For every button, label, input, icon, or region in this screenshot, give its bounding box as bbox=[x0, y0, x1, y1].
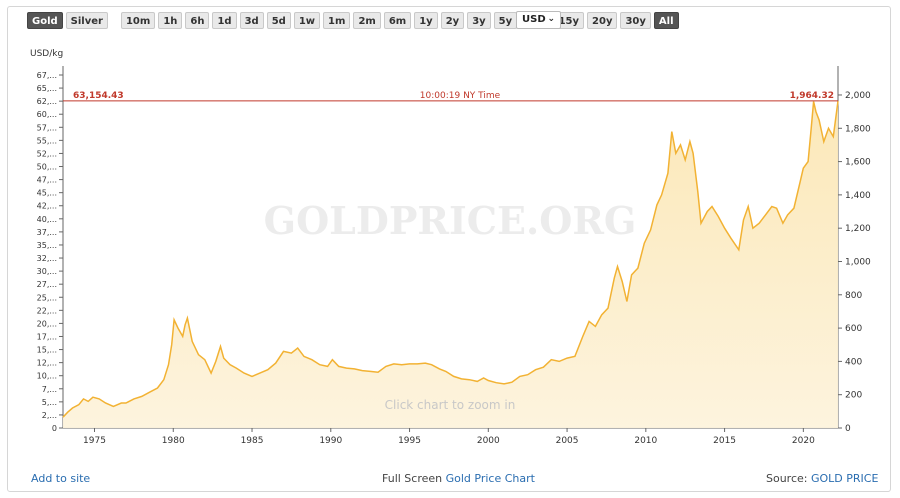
full-screen-footer: Full Screen Gold Price Chart bbox=[382, 472, 535, 485]
source-prefix: Source: bbox=[766, 472, 808, 485]
right-tick-label: 800 bbox=[845, 291, 862, 301]
left-tick-label: 12,... bbox=[37, 359, 57, 368]
full-screen-prefix: Full Screen bbox=[382, 472, 443, 485]
range-button-3y[interactable]: 3y bbox=[467, 12, 491, 29]
left-tick-label: 20,... bbox=[37, 319, 57, 328]
left-tick-label: 60,... bbox=[37, 110, 57, 119]
left-tick-label: 25,... bbox=[37, 293, 57, 302]
range-button-1m[interactable]: 1m bbox=[323, 12, 351, 29]
x-tick-label: 2015 bbox=[713, 436, 736, 446]
left-tick-label: 0 bbox=[52, 424, 57, 433]
x-tick-label: 2010 bbox=[634, 436, 657, 446]
add-to-site-text: Add to site bbox=[31, 472, 91, 485]
range-button-3d[interactable]: 3d bbox=[239, 12, 264, 29]
right-tick-label: 0 bbox=[845, 424, 851, 434]
right-tick-label: 1,000 bbox=[845, 257, 871, 267]
x-tick-label: 1980 bbox=[162, 436, 185, 446]
right-tick-label: 200 bbox=[845, 391, 862, 401]
range-button-6m[interactable]: 6m bbox=[383, 12, 412, 29]
left-tick-label: 35,... bbox=[37, 241, 57, 250]
add-to-site-link[interactable]: Add to site bbox=[31, 472, 90, 485]
left-tick-label: 7,... bbox=[42, 385, 57, 394]
range-button-5d[interactable]: 5d bbox=[266, 12, 291, 29]
range-button-10m[interactable]: 10m bbox=[120, 12, 156, 29]
price-line bbox=[62, 100, 839, 418]
left-tick-label: 37,... bbox=[37, 228, 57, 237]
zoom-hint: Click chart to zoom in bbox=[385, 398, 516, 412]
left-tick-label: 10,... bbox=[37, 372, 57, 381]
x-tick-label: 2005 bbox=[556, 436, 579, 446]
left-tick-label: 45,... bbox=[37, 189, 57, 198]
right-tick-label: 400 bbox=[845, 357, 862, 367]
x-tick-label: 1985 bbox=[241, 436, 264, 446]
right-tick-label: 1,800 bbox=[845, 124, 871, 134]
right-tick-label: 600 bbox=[845, 324, 862, 334]
left-tick-label: 30,... bbox=[37, 267, 57, 276]
source-link[interactable]: GOLD PRICE bbox=[811, 472, 879, 485]
x-tick-label: 1995 bbox=[398, 436, 421, 446]
range-button-2m[interactable]: 2m bbox=[353, 12, 381, 29]
chevron-down-icon: ⌄ bbox=[547, 14, 555, 24]
x-tick-label: 1975 bbox=[83, 436, 106, 446]
left-tick-label: 15,... bbox=[37, 346, 57, 355]
right-tick-label: 1,200 bbox=[845, 224, 871, 234]
price-area bbox=[63, 101, 838, 428]
x-tick-label: 2000 bbox=[477, 436, 500, 446]
range-button-all[interactable]: All bbox=[653, 12, 679, 29]
right-tick-label: 1,600 bbox=[845, 158, 871, 168]
left-tick-label: 32,... bbox=[37, 254, 57, 263]
left-tick-label: 5,... bbox=[42, 398, 57, 407]
left-tick-label: 65,... bbox=[37, 84, 57, 93]
range-button-1y[interactable]: 1y bbox=[414, 12, 438, 29]
range-button-30y[interactable]: 30y bbox=[620, 12, 651, 29]
range-button-1w[interactable]: 1w bbox=[293, 12, 321, 29]
current-price-right-value: 1,964.32 bbox=[790, 91, 834, 101]
left-tick-label: 22,... bbox=[37, 306, 57, 315]
current-price-time: 10:00:19 NY Time bbox=[420, 91, 501, 101]
left-tick-label: 55,... bbox=[37, 136, 57, 145]
current-price-left-value: 63,154.43 bbox=[73, 91, 124, 101]
left-tick-label: 42,... bbox=[37, 202, 57, 211]
right-tick-label: 2,000 bbox=[845, 91, 871, 101]
left-tick-label: 40,... bbox=[37, 215, 57, 224]
left-axis-unit-label: USD/kg bbox=[30, 49, 63, 59]
range-button-2y[interactable]: 2y bbox=[440, 12, 465, 29]
range-button-1h[interactable]: 1h bbox=[158, 12, 183, 29]
left-tick-label: 2,... bbox=[42, 411, 57, 420]
range-button-6h[interactable]: 6h bbox=[185, 12, 210, 29]
range-button-20y[interactable]: 20y bbox=[587, 12, 618, 29]
x-tick-label: 2020 bbox=[792, 436, 815, 446]
chart-toolbar: Gold Silver 10m 1h 6h 1d 3d 5d 1w 1m 2m 6m 1y 2y 3y 5y 1… bbox=[27, 12, 679, 30]
left-tick-label: 47,... bbox=[37, 176, 57, 185]
right-tick-label: 1,400 bbox=[845, 191, 871, 201]
left-tick-label: 52,... bbox=[37, 149, 57, 158]
left-tick-label: 17,... bbox=[37, 332, 57, 341]
left-tick-label: 62,... bbox=[37, 97, 57, 106]
left-tick-label: 50,... bbox=[37, 163, 57, 172]
metal-tab-silver[interactable]: Silver bbox=[65, 12, 108, 29]
left-tick-label: 57,... bbox=[37, 123, 57, 132]
left-tick-label: 67,... bbox=[37, 71, 57, 80]
left-tick-label: 27,... bbox=[37, 280, 57, 289]
currency-value: USD bbox=[522, 14, 546, 25]
metal-tab-gold[interactable]: Gold bbox=[27, 12, 63, 29]
x-tick-label: 1990 bbox=[319, 436, 342, 446]
full-screen-link[interactable]: Gold Price Chart bbox=[445, 472, 535, 485]
range-button-1d[interactable]: 1d bbox=[212, 12, 237, 29]
currency-select[interactable]: USD ⌄ bbox=[516, 11, 561, 29]
watermark: GOLDPRICE.ORG bbox=[264, 198, 637, 243]
source-footer: Source: GOLD PRICE bbox=[766, 472, 878, 485]
